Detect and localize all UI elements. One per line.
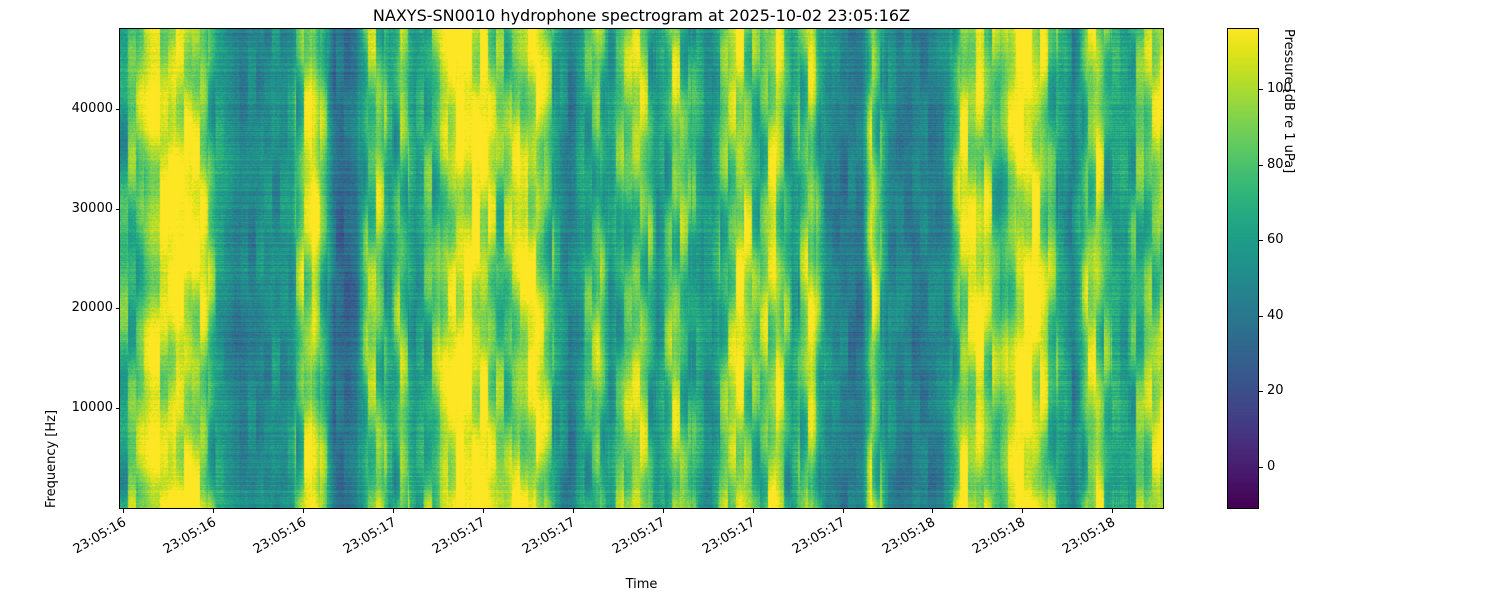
x-tick-label: 23:05:17 <box>340 515 399 558</box>
x-tick-label: 23:05:17 <box>610 515 669 558</box>
y-tick-label: 30000 <box>71 200 113 216</box>
x-tick-mark <box>392 509 394 513</box>
colorbar-tick-mark <box>1259 391 1263 393</box>
y-tick-mark <box>116 108 120 110</box>
x-axis-label: Time <box>625 577 658 592</box>
x-tick-mark <box>932 509 934 513</box>
x-tick-mark <box>662 509 664 513</box>
colorbar-tick-mark <box>1259 164 1263 166</box>
x-tick-mark <box>1022 509 1024 513</box>
y-tick-mark <box>116 408 120 410</box>
colorbar-tick-mark <box>1259 315 1263 317</box>
colorbar-tick-label: 80 <box>1267 156 1284 172</box>
x-tick-label: 23:05:17 <box>520 515 579 558</box>
colorbar-tick-label: 40 <box>1267 307 1284 323</box>
x-tick-mark <box>482 509 484 513</box>
x-tick-label: 23:05:17 <box>430 515 489 558</box>
x-tick-label: 23:05:18 <box>879 515 938 558</box>
y-tick-label: 20000 <box>71 300 113 316</box>
x-tick-mark <box>752 509 754 513</box>
x-tick-mark <box>303 509 304 513</box>
x-tick-label: 23:05:17 <box>700 515 759 558</box>
colorbar-tick-label: 60 <box>1267 232 1284 248</box>
x-tick-mark <box>123 509 125 513</box>
colorbar-tick-mark <box>1259 89 1263 91</box>
y-tick-label: 10000 <box>71 400 113 416</box>
y-tick-label: 40000 <box>71 100 113 116</box>
x-tick-label: 23:05:18 <box>969 515 1028 558</box>
colorbar-tick-label: 0 <box>1267 458 1276 474</box>
x-tick-mark <box>213 509 215 513</box>
y-axis-label: Frequency [Hz] <box>44 409 59 508</box>
colorbar-gradient <box>1227 28 1259 509</box>
colorbar-tick-mark <box>1259 240 1263 242</box>
colorbar-tick-label: 100 <box>1267 81 1292 97</box>
x-tick-label: 23:05:16 <box>70 515 129 558</box>
x-tick-mark <box>1112 509 1114 513</box>
spectrogram-heatmap <box>119 28 1164 509</box>
chart-title: NAXYS-SN0010 hydrophone spectrogram at 2… <box>372 6 911 25</box>
x-tick-label: 23:05:17 <box>789 515 848 558</box>
x-tick-mark <box>842 509 844 513</box>
y-tick-mark <box>116 308 120 310</box>
colorbar-tick-label: 20 <box>1267 383 1284 399</box>
x-tick-label: 23:05:16 <box>250 515 309 558</box>
x-tick-label: 23:05:18 <box>1059 515 1118 558</box>
x-tick-label: 23:05:16 <box>160 515 219 558</box>
colorbar-tick-mark <box>1259 466 1263 468</box>
x-tick-mark <box>572 509 574 513</box>
colorbar-label: Pressure [dB re 1 uPa] <box>1281 29 1296 174</box>
y-tick-mark <box>116 208 120 210</box>
